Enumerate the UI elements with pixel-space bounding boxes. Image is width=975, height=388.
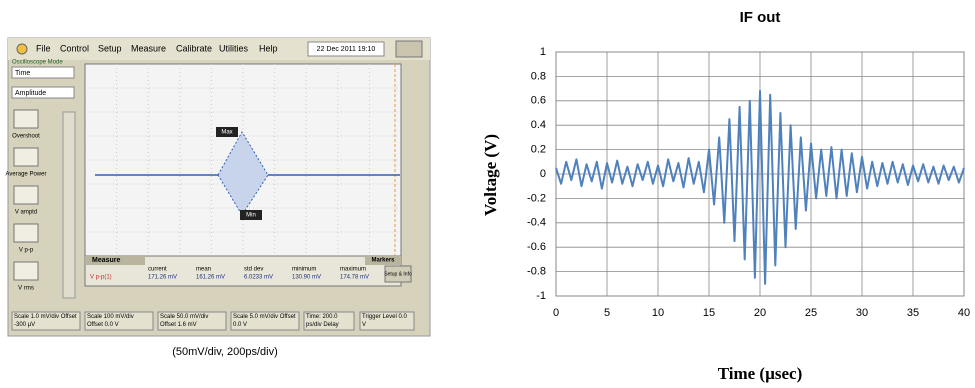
x-tick-label: 5 — [604, 307, 610, 319]
measure-title: Measure — [92, 257, 121, 264]
y-tick-label: -1 — [536, 290, 546, 302]
scope-button — [396, 41, 422, 57]
setup-label: Setup & Info — [384, 271, 412, 277]
measure-value: 130.90 mV — [292, 275, 321, 281]
chart-title: IF out — [740, 9, 781, 26]
channel-fo: Scale 1.0 mV/div Offset -300 µV — [14, 312, 78, 330]
tool-icon — [14, 110, 38, 128]
y-axis-label: Voltage (V) — [481, 134, 500, 216]
x-tick-label: 15 — [703, 307, 715, 319]
x-tick-label: 40 — [958, 307, 970, 319]
y-tick-label: -0.6 — [527, 241, 546, 253]
y-tick-label: 0.2 — [531, 144, 546, 156]
y-tick-label: 0 — [540, 168, 546, 180]
y-tick-label: -0.2 — [527, 192, 546, 204]
measure-value: 6.0233 mV — [244, 275, 273, 281]
tool-icon — [14, 186, 38, 204]
mode-label: Oscilloscope Mode — [12, 60, 63, 66]
menu-item: Setup — [98, 43, 122, 53]
y-tick-label: -0.4 — [527, 217, 546, 229]
measure-header: maximum — [340, 267, 366, 273]
tool-label: Overshoot — [12, 134, 40, 140]
channel-label: Scale 100 mV/div Offset 0.0 V — [87, 312, 151, 329]
dropdown-label: Time — [15, 70, 30, 77]
menu-item: Help — [259, 43, 278, 53]
menu-item: Measure — [131, 43, 166, 53]
menu-item: File — [36, 43, 51, 53]
tool-label: Average Power — [6, 172, 47, 178]
measure-value: 161.26 mV — [196, 275, 225, 281]
measure-header: mean — [196, 267, 211, 273]
tool-label: V amptd — [15, 210, 37, 216]
caption: (50mV/div, 200ps/div) — [172, 346, 278, 358]
measure-header: minimum — [292, 267, 316, 273]
status-label: Trigger Level 0.0 V — [362, 312, 412, 329]
y-tick-label: 0.6 — [531, 95, 546, 107]
status-label: Time: 200.0 ps/div Delay 35.6175 ns — [306, 312, 352, 330]
x-tick-label: 30 — [856, 307, 868, 319]
channel-label: Scale 1.0 mV/div Offset -300 µV — [14, 312, 78, 329]
menu-item: Utilities — [219, 43, 249, 53]
page: (50mV/div, 200ps/div) IF out Time (µsec)… — [0, 0, 975, 388]
date: 22 Dec 2011 19:10 — [317, 46, 376, 53]
measure-header: current — [148, 267, 167, 273]
status-fo: Time: 200.0 ps/div Delay 35.6175 ns — [306, 312, 352, 330]
channel-label: Scale 5.0 mV/div Offset 0.0 V — [233, 312, 297, 329]
marker-label: Min — [246, 213, 256, 219]
marker-label: Max — [221, 130, 232, 136]
x-tick-label: 20 — [754, 307, 766, 319]
tool-label: V rms — [18, 286, 34, 292]
y-tick-label: 0.4 — [531, 119, 546, 131]
x-tick-label: 0 — [553, 307, 559, 319]
menu-item: Calibrate — [176, 43, 212, 53]
y-tick-label: 1 — [540, 46, 546, 58]
channel-fo: Scale 50.0 mV/div Offset 1.6 mV — [160, 312, 224, 330]
y-tick-label: -0.8 — [527, 266, 546, 278]
measure-value: 174.78 mV — [340, 275, 369, 281]
measure-label: V p-p(1) — [90, 275, 112, 281]
x-axis-label: Time (µsec) — [718, 364, 803, 383]
dropdown-label: Amplitude — [15, 90, 46, 97]
scope-icon — [17, 44, 27, 54]
tool-label: V p-p — [19, 248, 34, 254]
tool-icon — [14, 224, 38, 242]
channel-fo: Scale 100 mV/div Offset 0.0 V — [87, 312, 151, 330]
channel-label: Scale 50.0 mV/div Offset 1.6 mV — [160, 312, 224, 329]
markers-tab: Markers — [371, 258, 395, 264]
measure-header: std dev — [244, 267, 263, 273]
tool-icon — [14, 262, 38, 280]
x-tick-label: 10 — [652, 307, 664, 319]
tool-icon — [14, 148, 38, 166]
status-fo: Trigger Level 0.0 V — [362, 312, 412, 330]
menu-item: Control — [60, 43, 89, 53]
y-tick-label: 0.8 — [531, 70, 546, 82]
x-tick-label: 25 — [805, 307, 817, 319]
scrollbar — [63, 112, 75, 298]
measure-value: 171.26 mV — [148, 275, 177, 281]
channel-fo: Scale 5.0 mV/div Offset 0.0 V — [233, 312, 297, 330]
x-tick-label: 35 — [907, 307, 919, 319]
